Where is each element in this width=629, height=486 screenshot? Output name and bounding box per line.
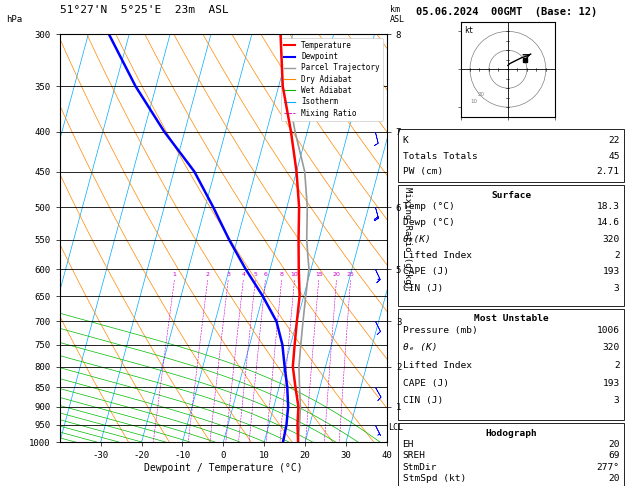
Text: 3: 3 — [226, 273, 230, 278]
Text: 2: 2 — [614, 361, 620, 370]
Text: Totals Totals: Totals Totals — [403, 152, 477, 161]
Text: Pressure (mb): Pressure (mb) — [403, 326, 477, 335]
Text: 4: 4 — [242, 273, 245, 278]
Text: 20: 20 — [333, 273, 340, 278]
Text: 22: 22 — [608, 137, 620, 145]
Text: CAPE (J): CAPE (J) — [403, 379, 448, 388]
Text: 14.6: 14.6 — [596, 218, 620, 227]
Text: StmSpd (kt): StmSpd (kt) — [403, 474, 466, 483]
Text: CIN (J): CIN (J) — [403, 396, 443, 405]
Y-axis label: Mixing Ratio (g/kg): Mixing Ratio (g/kg) — [403, 187, 413, 289]
Text: θₑ(K): θₑ(K) — [403, 235, 431, 243]
Text: 3: 3 — [614, 284, 620, 293]
Text: 18.3: 18.3 — [596, 202, 620, 211]
Text: 1006: 1006 — [596, 326, 620, 335]
Text: 2: 2 — [614, 251, 620, 260]
Text: 15: 15 — [315, 273, 323, 278]
Text: Most Unstable: Most Unstable — [474, 314, 548, 324]
Text: 320: 320 — [603, 343, 620, 352]
Text: 1: 1 — [172, 273, 176, 278]
Text: θₑ (K): θₑ (K) — [403, 343, 437, 352]
Text: CIN (J): CIN (J) — [403, 284, 443, 293]
Text: 20: 20 — [608, 440, 620, 449]
Text: 6: 6 — [264, 273, 267, 278]
Text: 8: 8 — [280, 273, 284, 278]
Text: 2.71: 2.71 — [596, 167, 620, 176]
Text: 2: 2 — [206, 273, 209, 278]
Text: Surface: Surface — [491, 191, 531, 200]
Text: Lifted Index: Lifted Index — [403, 251, 472, 260]
Text: StmDir: StmDir — [403, 463, 437, 471]
Text: Lifted Index: Lifted Index — [403, 361, 472, 370]
Legend: Temperature, Dewpoint, Parcel Trajectory, Dry Adiabat, Wet Adiabat, Isotherm, Mi: Temperature, Dewpoint, Parcel Trajectory… — [281, 38, 383, 121]
Text: 69: 69 — [608, 451, 620, 460]
Text: 51°27'N  5°25'E  23m  ASL: 51°27'N 5°25'E 23m ASL — [60, 4, 228, 15]
Bar — [398, 185, 625, 306]
Text: 5: 5 — [253, 273, 257, 278]
Text: Temp (°C): Temp (°C) — [403, 202, 454, 211]
X-axis label: Dewpoint / Temperature (°C): Dewpoint / Temperature (°C) — [144, 463, 303, 473]
Bar — [398, 129, 625, 182]
Text: 10: 10 — [470, 99, 477, 104]
Text: 193: 193 — [603, 379, 620, 388]
Bar — [398, 309, 625, 420]
Text: 10: 10 — [291, 273, 298, 278]
Text: kt: kt — [464, 26, 474, 35]
Text: PW (cm): PW (cm) — [403, 167, 443, 176]
Text: 277°: 277° — [596, 463, 620, 471]
Text: hPa: hPa — [6, 15, 23, 24]
Text: CAPE (J): CAPE (J) — [403, 267, 448, 277]
Text: K: K — [403, 137, 408, 145]
Text: EH: EH — [403, 440, 414, 449]
Text: Hodograph: Hodograph — [485, 429, 537, 438]
Bar — [398, 423, 625, 486]
Text: 320: 320 — [603, 235, 620, 243]
Text: 20: 20 — [478, 92, 485, 97]
Text: Dewp (°C): Dewp (°C) — [403, 218, 454, 227]
Text: km
ASL: km ASL — [390, 5, 405, 24]
Text: LCL: LCL — [388, 423, 403, 432]
Text: 45: 45 — [608, 152, 620, 161]
Text: 20: 20 — [608, 474, 620, 483]
Text: 3: 3 — [614, 396, 620, 405]
Text: SREH: SREH — [403, 451, 426, 460]
Text: 05.06.2024  00GMT  (Base: 12): 05.06.2024 00GMT (Base: 12) — [416, 7, 597, 17]
Text: 25: 25 — [347, 273, 355, 278]
Text: 193: 193 — [603, 267, 620, 277]
